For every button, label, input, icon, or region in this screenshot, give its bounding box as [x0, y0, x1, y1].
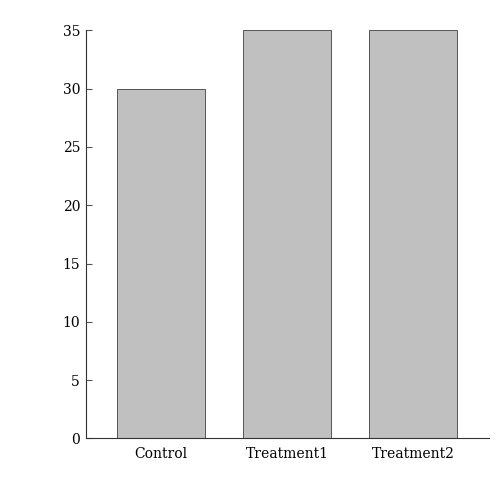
Bar	[369, 30, 458, 438]
Bar	[243, 30, 331, 438]
Bar	[117, 89, 206, 438]
